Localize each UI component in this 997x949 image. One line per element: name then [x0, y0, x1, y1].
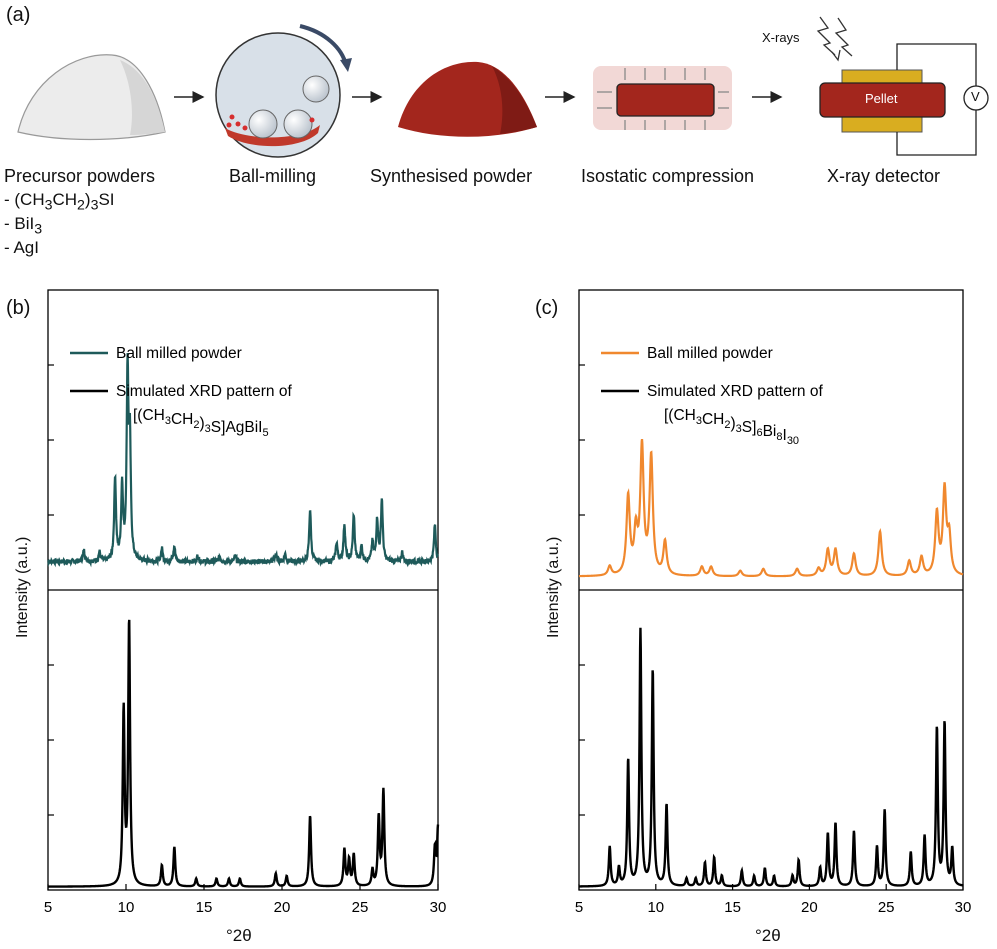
series-line [578, 438, 964, 578]
x-axis-title-b: °2θ [226, 926, 252, 945]
voltmeter-label: V [971, 89, 980, 104]
x-tick-label: 30 [955, 899, 972, 916]
xray-detector-icon [816, 16, 989, 156]
panel-label-c: (c) [535, 297, 559, 319]
isostatic-compression-icon [593, 66, 732, 130]
precursor-item: - (CH3CH2)3SI [4, 190, 115, 214]
x-tick-label: 15 [724, 899, 741, 916]
xray-label: X-rays [762, 30, 800, 45]
step-label-milling: Ball-milling [229, 166, 317, 186]
legend-label: Simulated XRD pattern of [647, 383, 823, 400]
x-tick-label: 5 [575, 899, 583, 916]
x-tick-label: 10 [118, 899, 135, 916]
step-label-precursor: Precursor powders [4, 166, 156, 186]
x-tick-label: 30 [430, 899, 447, 916]
x-tick-label: 10 [647, 899, 664, 916]
xrd-chart-c: 5 10 15 20 25 30 Ball milled powder Simulated X… [575, 289, 972, 916]
step-label-iso: Isostatic compression [581, 166, 755, 186]
precursor-item: - AgI [4, 238, 39, 257]
precursor-powder-icon [17, 54, 166, 141]
legend-label-formula: [(CH3CH2)3S]AgBiI5 [133, 407, 269, 439]
legend-label: Ball milled powder [647, 345, 773, 362]
x-tick-label: 20 [801, 899, 818, 916]
step-label-detector: X-ray detector [827, 166, 941, 186]
precursor-item: - BiI3 [4, 214, 43, 238]
synthesised-powder-icon [398, 61, 537, 137]
pellet-label: Pellet [865, 91, 898, 106]
legend-label-formula: [(CH3CH2)3S]6Bi8I30 [664, 407, 799, 447]
panel-label-b: (b) [6, 297, 31, 319]
y-axis-title-b: Intensity (a.u.) [14, 536, 31, 638]
legend-label: Ball milled powder [116, 345, 242, 362]
x-tick-label: 25 [352, 899, 369, 916]
series-line [579, 627, 964, 888]
x-tick-label: 5 [44, 899, 52, 916]
panel-label-a: (a) [6, 4, 31, 26]
x-axis-title-c: °2θ [755, 926, 781, 945]
series-line [48, 619, 440, 888]
series-line [47, 352, 439, 568]
y-axis-title-c: Intensity (a.u.) [545, 536, 562, 638]
xrd-chart-b: 5 10 15 20 25 30 Ball milled powder Simulated X… [44, 289, 447, 916]
x-tick-label: 15 [196, 899, 213, 916]
process-schematic [17, 16, 989, 158]
ball-mill-icon [215, 24, 352, 158]
x-tick-label: 20 [274, 899, 291, 916]
x-tick-label: 25 [878, 899, 895, 916]
step-label-synth: Synthesised powder [370, 166, 533, 186]
legend-label: Simulated XRD pattern of [116, 383, 292, 400]
